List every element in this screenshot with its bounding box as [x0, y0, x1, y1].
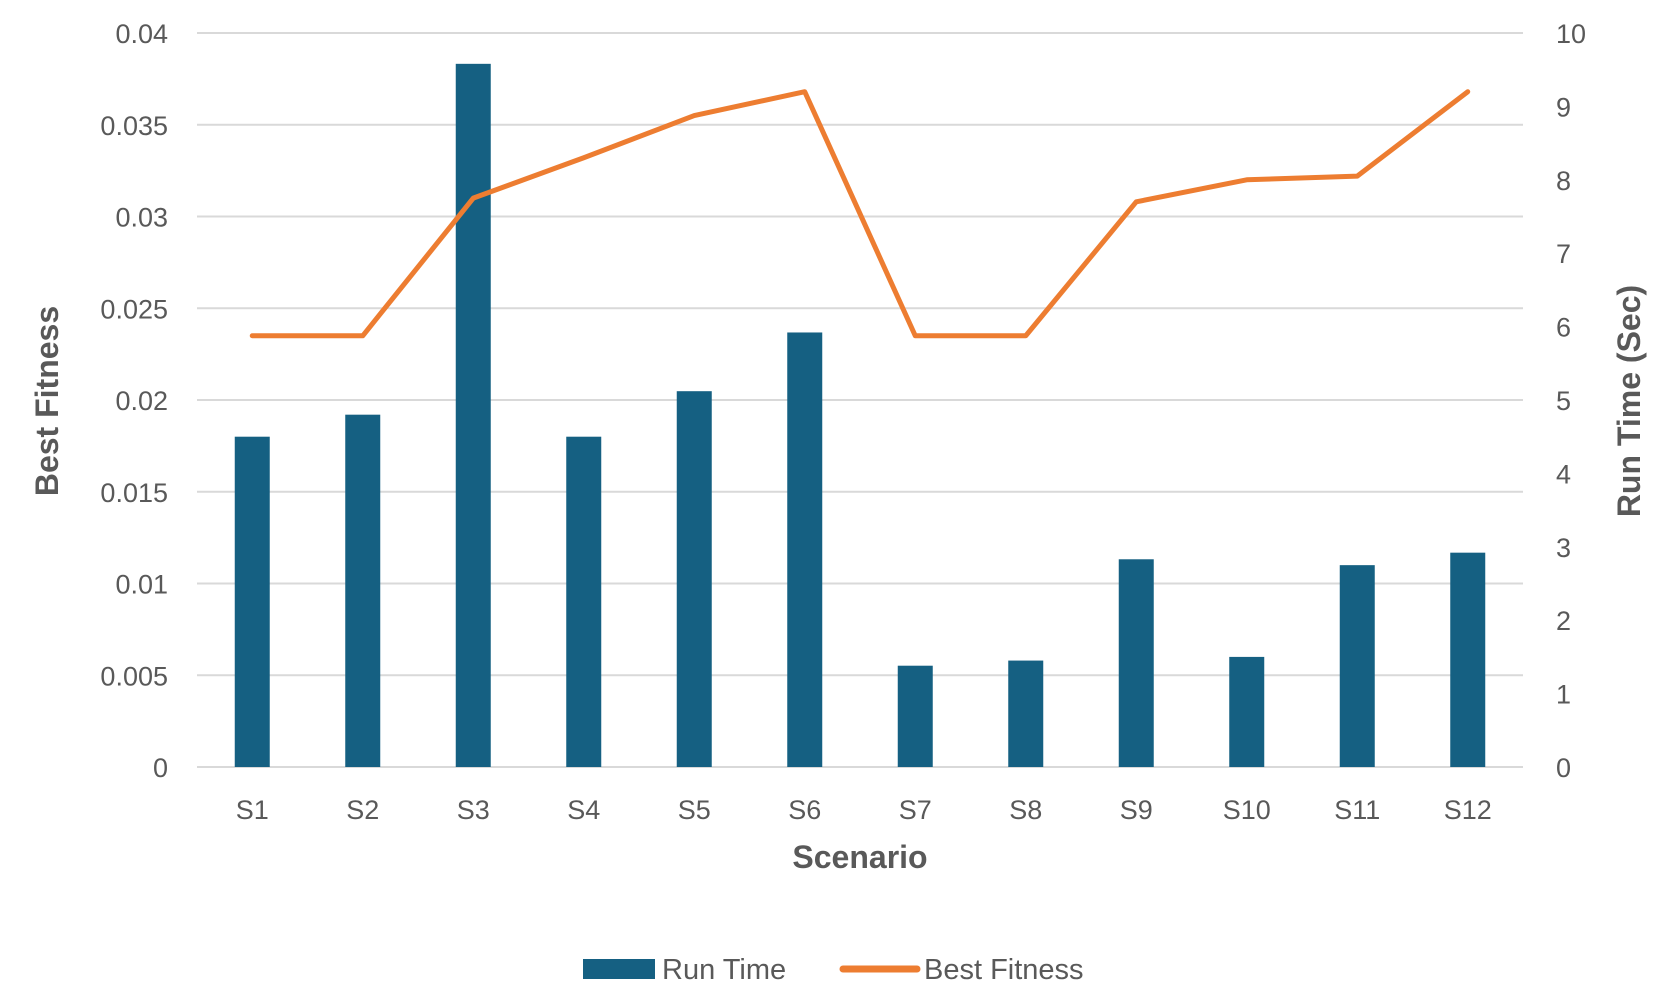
- left-tick-label: 0.025: [100, 294, 168, 324]
- bar-run-time-S1: [234, 436, 270, 767]
- gridlines: [197, 32, 1523, 768]
- left-tick-label: 0.015: [100, 478, 168, 508]
- left-tick-label: 0.01: [115, 570, 168, 600]
- x-tick-label: S1: [236, 795, 269, 825]
- bar-run-time-S12: [1450, 552, 1486, 767]
- right-tick-label: 3: [1556, 533, 1571, 563]
- right-tick-label: 8: [1556, 166, 1571, 196]
- right-tick-label: 9: [1556, 92, 1571, 122]
- x-tick-label: S10: [1223, 795, 1271, 825]
- bar-run-time-S7: [897, 665, 933, 767]
- x-tick-label: S11: [1334, 795, 1380, 825]
- right-tick-label: 5: [1556, 386, 1571, 416]
- bar-run-time-S3: [455, 63, 491, 767]
- bar-run-time-S5: [676, 391, 712, 767]
- right-tick-label: 4: [1556, 459, 1571, 489]
- right-tick-label: 1: [1556, 680, 1571, 710]
- best-fitness-line-group: [249, 89, 1471, 339]
- left-tick-label: 0.04: [115, 19, 168, 49]
- bar-run-time-S2: [345, 414, 381, 767]
- right-tick-label: 6: [1556, 313, 1571, 343]
- left-tick-label: 0: [153, 753, 168, 783]
- x-tick-label: S6: [788, 795, 821, 825]
- left-axis-title: Best Fitness: [29, 306, 65, 496]
- bar-run-time-S11: [1339, 565, 1375, 767]
- left-tick-label: 0.03: [115, 203, 168, 233]
- right-axis-ticks: 0 1 2 3 4 5 6 7 8 9 10: [1556, 19, 1586, 783]
- legend-label-best-fitness: Best Fitness: [924, 954, 1084, 986]
- left-axis-ticks: 0 0.005 0.01 0.015 0.02 0.025 0.03 0.035 0.04: [100, 19, 168, 783]
- bar-run-time-S8: [1008, 660, 1044, 767]
- x-axis-title: Scenario: [792, 839, 927, 875]
- bar-run-time-S10: [1229, 656, 1265, 767]
- x-tick-label: S2: [346, 795, 379, 825]
- bar-run-time-S4: [566, 436, 602, 767]
- x-tick-label: S4: [567, 795, 600, 825]
- x-tick-label: S5: [678, 795, 711, 825]
- right-tick-label: 2: [1556, 606, 1571, 636]
- x-tick-label: S12: [1444, 795, 1492, 825]
- run-time-bars: [234, 63, 1486, 767]
- legend: Run Time Best Fitness: [583, 954, 1084, 986]
- bar-run-time-S6: [787, 332, 823, 767]
- right-tick-label: 10: [1556, 19, 1586, 49]
- bar-run-time-S9: [1118, 559, 1154, 767]
- right-tick-label: 0: [1556, 753, 1571, 783]
- best-fitness-line: [249, 89, 1471, 339]
- x-axis-ticks: S1 S2 S3 S4 S5 S6 S7 S8 S9 S10 S11 S12: [236, 795, 1492, 825]
- left-tick-label: 0.035: [100, 111, 168, 141]
- legend-swatch-run-time: [583, 959, 655, 979]
- right-axis-title: Run Time (Sec): [1611, 285, 1647, 517]
- x-tick-label: S3: [457, 795, 490, 825]
- x-tick-label: S7: [899, 795, 932, 825]
- legend-label-run-time: Run Time: [662, 954, 786, 986]
- left-tick-label: 0.02: [115, 386, 168, 416]
- x-tick-label: S8: [1009, 795, 1042, 825]
- left-tick-label: 0.005: [100, 661, 168, 691]
- right-tick-label: 7: [1556, 239, 1571, 269]
- x-tick-label: S9: [1120, 795, 1153, 825]
